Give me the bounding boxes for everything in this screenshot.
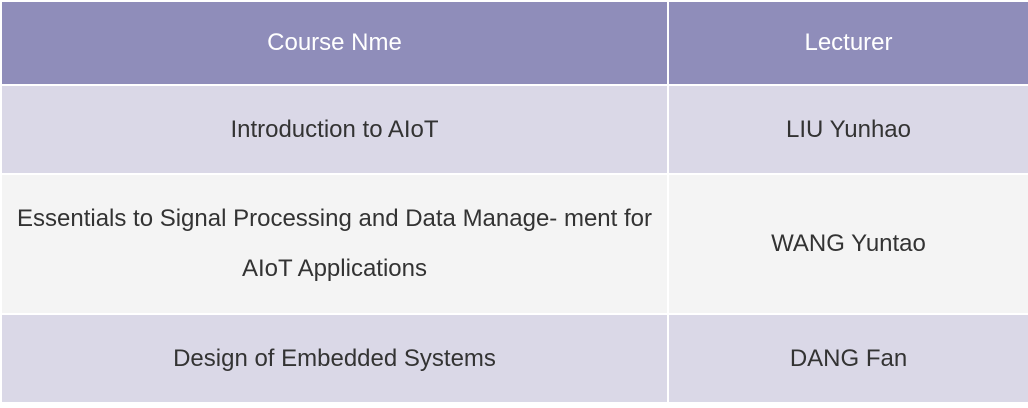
table-row: Design of Embedded Systems DANG Fan xyxy=(0,313,1028,404)
table-row: Introduction to AIoT LIU Yunhao xyxy=(0,84,1028,175)
header-lecturer: Lecturer xyxy=(667,0,1028,86)
course-name-cell: Essentials to Signal Processing and Data… xyxy=(0,173,669,315)
course-name-cell: Design of Embedded Systems xyxy=(0,313,669,404)
header-course-name: Course Nme xyxy=(0,0,669,86)
lecturer-cell: WANG Yuntao xyxy=(667,173,1028,315)
course-name-cell: Introduction to AIoT xyxy=(0,84,669,175)
lecturer-cell: LIU Yunhao xyxy=(667,84,1028,175)
table-row: Essentials to Signal Processing and Data… xyxy=(0,173,1028,315)
header-row: Course Nme Lecturer xyxy=(0,0,1028,86)
lecturer-cell: DANG Fan xyxy=(667,313,1028,404)
